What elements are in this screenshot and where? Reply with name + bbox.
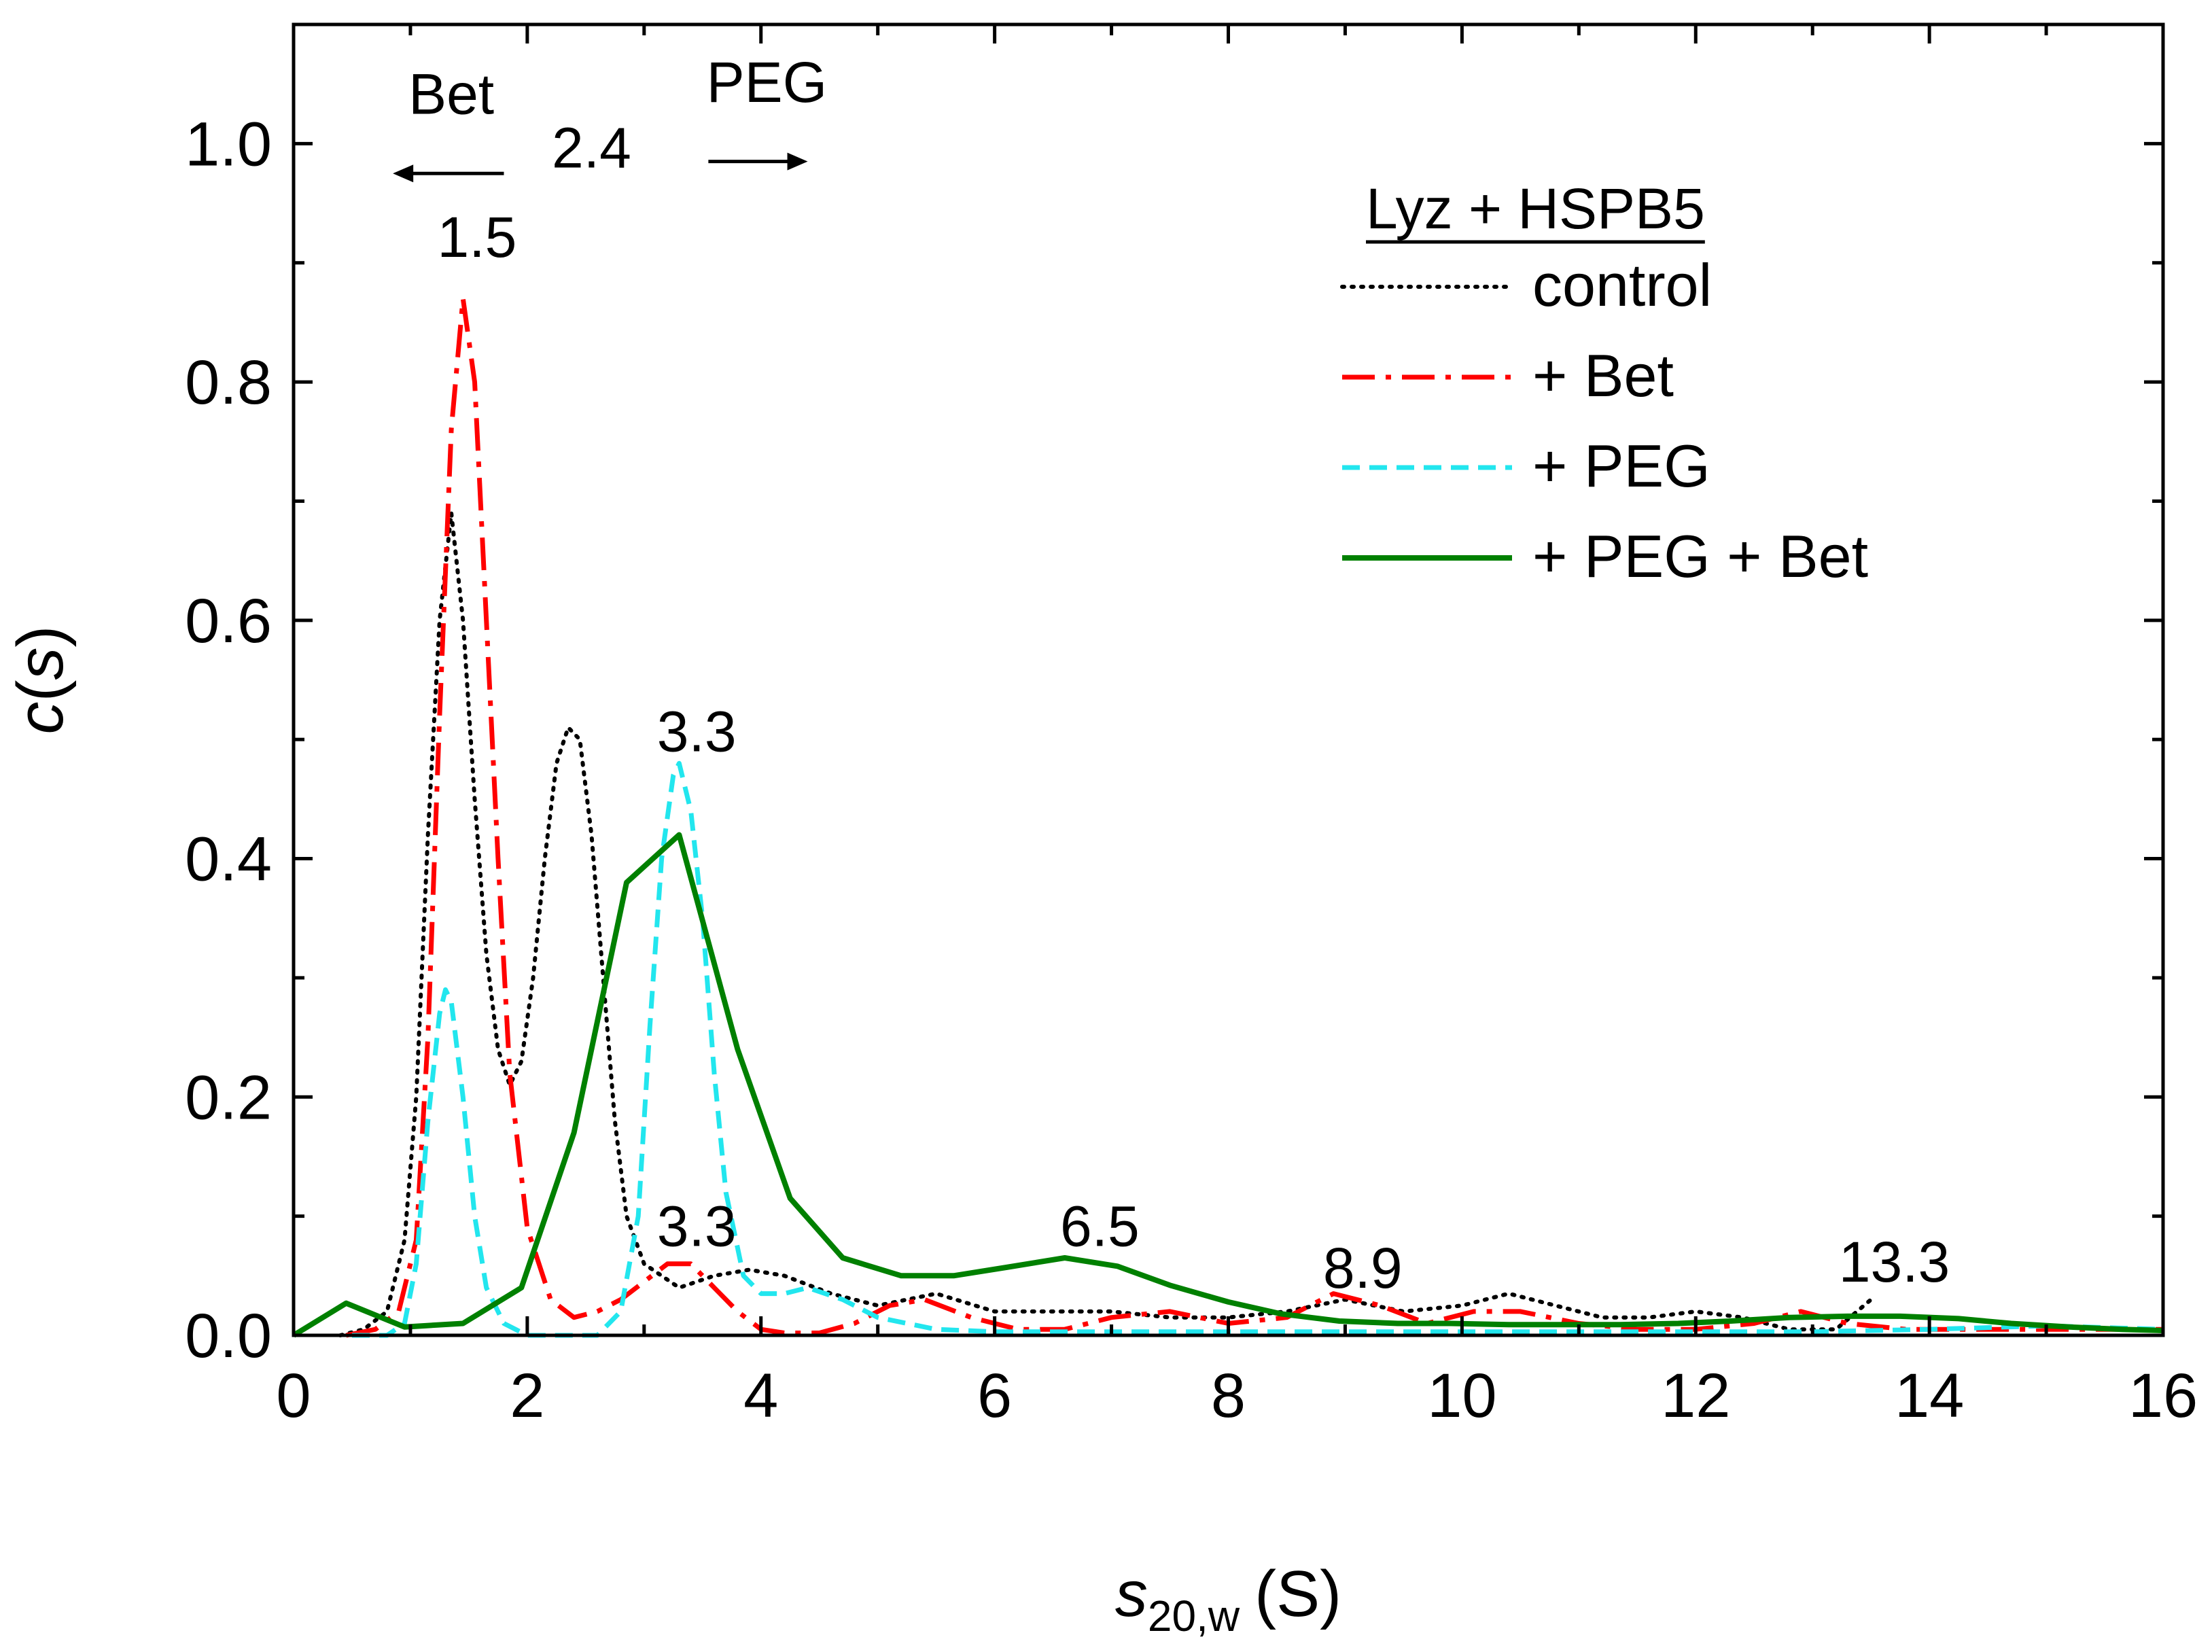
legend-entries: control + Bet + PEG + PEG + Bet xyxy=(1340,251,1868,590)
axis-ticks: 0 2 4 6 8 10 12 14 16 0.0 0.2 0.4 0.6 0.8 1.0 xyxy=(185,24,2198,1430)
y-axis-title-main: c xyxy=(4,701,77,734)
arrow-bet-head xyxy=(393,164,414,183)
x-tick-label: 14 xyxy=(1895,1361,1964,1430)
y-tick-label: 0.8 xyxy=(185,348,272,417)
y-tick-label: 0.2 xyxy=(185,1063,272,1132)
legend-title: Lyz + HSPB5 xyxy=(1366,177,1705,241)
series-layer xyxy=(292,296,2164,1338)
peak-label: 3.3 xyxy=(657,700,737,764)
x-axis-title-unit: (S) xyxy=(1254,1558,1341,1630)
x-tick-label: 2 xyxy=(510,1361,544,1430)
x-tick-label: 8 xyxy=(1211,1361,1246,1430)
y-tick-label: 1.0 xyxy=(185,109,272,179)
arrow-bet-label: Bet xyxy=(408,63,494,126)
x-tick-label: 4 xyxy=(743,1361,778,1430)
x-axis-title: s20,w (S) xyxy=(1115,1558,1341,1640)
y-axis-title-close-paren: ) xyxy=(4,626,77,648)
y-axis-title: c(s) xyxy=(4,626,77,735)
axis-labels: s20,w (S) c(s) xyxy=(4,626,1341,1640)
series-line-bet xyxy=(345,296,2163,1338)
peak-label: 8.9 xyxy=(1323,1236,1403,1300)
legend: Lyz + HSPB5 control + Bet + PEG + PEG + Bet xyxy=(1340,177,1868,590)
peak-label: 2.4 xyxy=(552,116,631,179)
y-axis-title-open-paren: ( xyxy=(4,680,77,701)
peak-label: 1.5 xyxy=(438,205,517,269)
x-tick-label: 10 xyxy=(1427,1361,1496,1430)
peak-annotations: 1.5 2.4 3.3 3.3 6.5 8.9 13.3 Bet PEG xyxy=(393,50,1950,1300)
legend-label: + PEG + Bet xyxy=(1532,523,1868,590)
plot-area: 0 2 4 6 8 10 12 14 16 0.0 0.2 0.4 0.6 0.8 1.0 1.5 2.4 3.… xyxy=(185,22,2198,1430)
peak-label: 13.3 xyxy=(1839,1230,1950,1294)
legend-label: control xyxy=(1532,251,1712,319)
series-line-control xyxy=(338,511,1874,1337)
x-tick-label: 16 xyxy=(2128,1361,2198,1430)
peak-label: 6.5 xyxy=(1060,1194,1140,1258)
y-tick-label: 0.0 xyxy=(185,1301,272,1371)
legend-label: + PEG xyxy=(1532,432,1710,499)
arrow-peg-head xyxy=(787,152,808,171)
x-axis-title-subscript: 20,w xyxy=(1148,1592,1240,1640)
series-line-peg-bet xyxy=(292,832,2164,1338)
legend-label: + Bet xyxy=(1532,342,1674,409)
x-tick-label: 0 xyxy=(276,1361,311,1430)
x-tick-label: 12 xyxy=(1661,1361,1730,1430)
arrow-peg-label: PEG xyxy=(707,50,827,114)
y-tick-label: 0.4 xyxy=(185,825,272,894)
x-tick-label: 6 xyxy=(977,1361,1012,1430)
y-tick-label: 0.6 xyxy=(185,586,272,656)
y-axis-title-arg: s xyxy=(4,648,77,680)
peak-label: 3.3 xyxy=(657,1194,737,1258)
x-axis-title-main: s xyxy=(1115,1558,1148,1630)
